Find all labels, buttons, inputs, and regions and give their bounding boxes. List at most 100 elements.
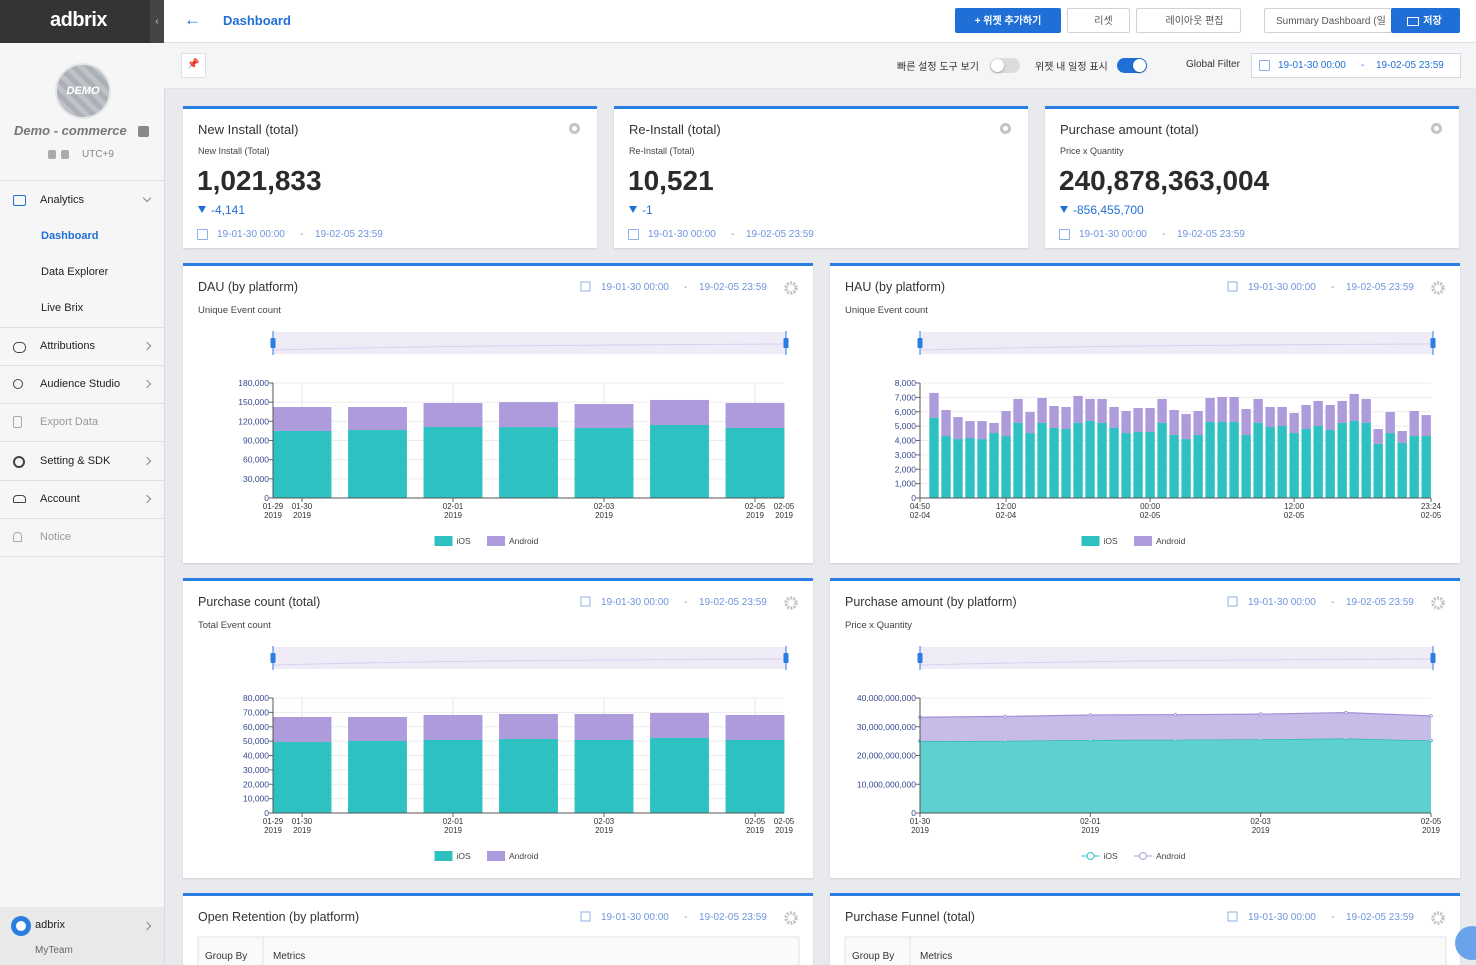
legend-label: Android xyxy=(1156,536,1186,546)
legend-item[interactable]: Android xyxy=(487,536,539,546)
date-separator: - xyxy=(731,229,735,240)
point xyxy=(1088,713,1093,717)
settings-button[interactable] xyxy=(784,911,798,925)
quick-tools-toggle[interactable] xyxy=(990,58,1020,73)
bar xyxy=(650,737,709,813)
show-dates-toggle[interactable] xyxy=(1117,58,1147,73)
add-widget-button[interactable]: + 위젯 추가하기 xyxy=(955,8,1061,33)
layout-edit-button[interactable]: 레이아웃 편집 xyxy=(1136,8,1241,33)
range-navigator[interactable] xyxy=(917,646,1436,670)
settings-button[interactable] xyxy=(1000,123,1011,134)
menu-item[interactable]: Notice xyxy=(40,531,72,543)
bar xyxy=(725,739,785,813)
settings-button[interactable] xyxy=(1431,123,1442,134)
menu-item[interactable]: Export Data xyxy=(40,416,99,428)
global-date-range[interactable]: 19-01-30 00:00 - 19-02-05 23:59 xyxy=(1251,53,1461,78)
range-navigator[interactable] xyxy=(270,646,789,670)
bar xyxy=(1145,432,1155,498)
settings-button[interactable] xyxy=(1431,596,1445,610)
back-button[interactable]: ← xyxy=(184,10,201,29)
column-header: Metrics xyxy=(920,951,952,962)
legend-swatch xyxy=(434,536,453,546)
navigator-handle[interactable] xyxy=(917,653,923,663)
column-header: Group By xyxy=(852,951,894,962)
bar xyxy=(1241,435,1251,498)
settings-button[interactable] xyxy=(784,596,798,610)
bar xyxy=(1325,404,1335,431)
legend-item[interactable]: Android xyxy=(1134,851,1186,861)
navigator-handle[interactable] xyxy=(783,653,789,663)
logo[interactable]: adbrix xyxy=(50,9,108,31)
y-tick-label: 0 xyxy=(264,808,269,818)
submenu-item[interactable]: Data Explorer xyxy=(41,266,109,278)
legend-item[interactable]: iOS xyxy=(1081,851,1119,861)
navigator-handle[interactable] xyxy=(1430,338,1436,348)
legend-item[interactable]: iOS xyxy=(434,536,472,546)
navigator-handle[interactable] xyxy=(270,653,276,663)
navigator-handle[interactable] xyxy=(783,338,789,348)
bar xyxy=(1205,421,1215,498)
dashboard-select[interactable]: Summary Dashboard (일 xyxy=(1264,8,1392,33)
kpi-title: Purchase amount (total) xyxy=(1060,122,1199,137)
bar xyxy=(929,392,939,418)
start-date: 19-01-30 00:00 xyxy=(1278,60,1346,71)
x-edge-label: 01-29 2019 xyxy=(263,502,284,520)
widget-card: Purchase amount (total) Price x Quantity 2… xyxy=(1045,106,1459,248)
reset-button[interactable]: 리셋 xyxy=(1067,8,1130,33)
help-button[interactable] xyxy=(1455,926,1476,960)
start-date: 19-01-30 00:00 xyxy=(601,597,669,608)
menu-item[interactable]: Audience Studio xyxy=(40,378,121,390)
team-switcher[interactable]: adbrix MyTeam xyxy=(0,907,164,965)
date-separator: - xyxy=(1331,282,1334,293)
end-date: 19-02-05 23:59 xyxy=(1346,912,1414,923)
app-name[interactable]: Demo - commerce xyxy=(14,123,127,138)
bar xyxy=(1337,400,1347,423)
save-button[interactable]: 저장 xyxy=(1391,8,1460,33)
team-icon xyxy=(11,916,31,936)
point xyxy=(1344,710,1348,715)
bar xyxy=(977,421,987,440)
legend-item[interactable]: Android xyxy=(1134,536,1186,546)
bar xyxy=(725,427,785,498)
calendar-icon xyxy=(580,281,591,292)
collapse-button[interactable]: ‹ xyxy=(150,0,164,43)
legend-item[interactable]: iOS xyxy=(1081,536,1119,546)
bar xyxy=(941,436,951,498)
divider xyxy=(0,556,164,557)
navigator-handle[interactable] xyxy=(1430,653,1436,663)
navigator-line xyxy=(919,658,1432,666)
settings-button[interactable] xyxy=(1431,911,1445,925)
x-tick-label: 02-05 2019 xyxy=(745,502,766,520)
start-date: 19-01-30 00:00 xyxy=(1248,282,1316,293)
app-dropdown[interactable] xyxy=(138,126,149,137)
range-navigator[interactable] xyxy=(917,331,1436,355)
menu-item[interactable]: Analytics xyxy=(40,194,85,206)
pin-button[interactable]: 📌 xyxy=(181,53,206,78)
account-icon xyxy=(13,495,26,503)
app-avatar: DEMO xyxy=(55,63,111,119)
submenu-item[interactable]: Live Brix xyxy=(41,302,84,314)
y-tick-label: 150,000 xyxy=(238,397,269,407)
navigator-handle[interactable] xyxy=(917,338,923,348)
bar xyxy=(1157,398,1167,423)
menu-item[interactable]: Attributions xyxy=(40,340,96,352)
menu-item[interactable]: Account xyxy=(40,493,80,505)
y-tick-label: 30,000 xyxy=(243,765,269,775)
menu-item[interactable]: Setting & SDK xyxy=(40,455,111,467)
delta-arrow xyxy=(198,206,206,213)
y-tick-label: 120,000 xyxy=(238,416,269,426)
y-tick-label: 10,000,000,000 xyxy=(857,779,916,789)
x-tick-label: 02-01 2019 xyxy=(1080,817,1101,835)
chevron xyxy=(142,379,152,389)
settings-button[interactable] xyxy=(1431,281,1445,295)
navigator-handle[interactable] xyxy=(270,338,276,348)
range-navigator[interactable] xyxy=(270,331,789,355)
calendar-icon xyxy=(1259,60,1270,71)
bar xyxy=(965,421,975,439)
settings-button[interactable] xyxy=(569,123,580,134)
legend-item[interactable]: Android xyxy=(487,851,539,861)
submenu-item[interactable]: Dashboard xyxy=(41,230,99,242)
bar xyxy=(929,417,939,498)
settings-button[interactable] xyxy=(784,281,798,295)
legend-item[interactable]: iOS xyxy=(434,851,472,861)
